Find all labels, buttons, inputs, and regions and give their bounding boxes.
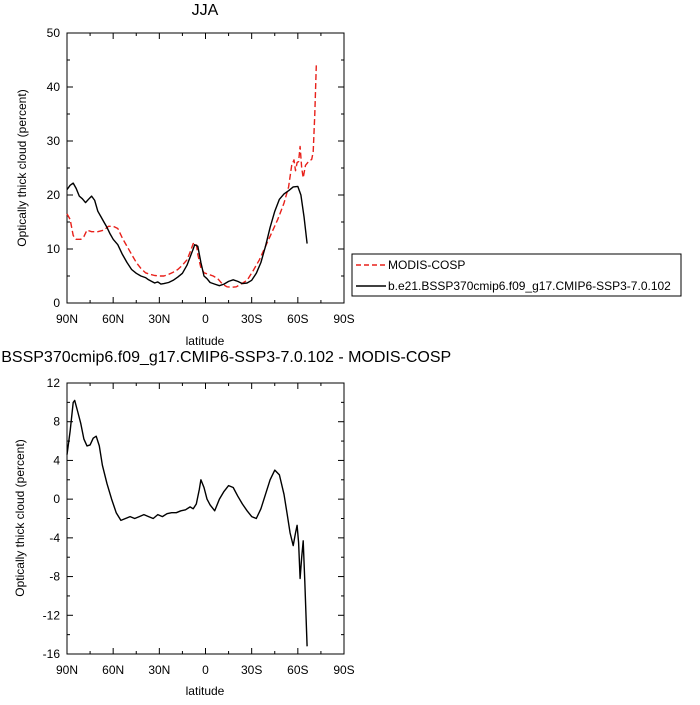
top-x-tick-label: 60S [287,312,308,326]
bottom-y-tick-label: -8 [49,570,60,584]
top-y-tick-label: 30 [47,134,61,148]
top-y-tick-label: 50 [47,26,61,40]
bottom-x-tick-label: 60N [102,663,124,677]
top-series-group [66,65,317,288]
bottom-y-tick-label: 4 [53,453,60,467]
top-y-axis-label: Optically thick cloud (percent) [15,89,29,246]
top-plot-frame [66,32,345,304]
legend-label-modis-cosp: MODIS-COSP [388,258,465,272]
bottom-plot-frame [66,382,345,655]
top-y-tick-label: 40 [47,80,61,94]
legend-box [351,253,682,297]
bottom-x-tick-label: 30N [148,663,170,677]
bottom-series-group [66,399,308,647]
bottom-x-tick-label: 0 [202,663,209,677]
bottom-series-line-difference [66,399,308,647]
top-series-line-b-e21-bssp370cmip6-f09-g17-cmi [66,182,308,287]
bottom-y-axis-label: Optically thick cloud (percent) [13,439,27,596]
top-axis-ticks: 90N 60N 30N 0 30S 60S 90S 0 10 20 30 40 50 [47,26,355,326]
legend-label-model: b.e21.BSSP370cmip6.f09_g17.CMIP6-SSP3-7.… [388,279,671,293]
top-x-tick-label: 0 [202,312,209,326]
bottom-y-tick-label: 8 [53,415,60,429]
top-x-tick-label: 30N [148,312,170,326]
top-x-tick-label: 60N [102,312,124,326]
bottom-y-tick-label: -12 [43,608,61,622]
bottom-x-tick-label: 30S [241,663,262,677]
top-x-tick-label: 90S [333,312,354,326]
legend: MODIS-COSP b.e21.BSSP370cmip6.f09_g17.CM… [351,253,682,297]
bottom-x-tick-label: 60S [287,663,308,677]
bottom-x-tick-label: 90S [333,663,354,677]
top-x-axis-label: latitude [186,334,225,348]
top-chart-title: JJA [192,2,219,19]
bottom-y-tick-label: 0 [53,492,60,506]
bottom-y-tick-label: -4 [49,531,60,545]
bottom-chart-title: .BSSP370cmip6.f09_g17.CMIP6-SSP3-7.0.102… [0,349,451,366]
top-x-tick-label: 30S [241,312,262,326]
bottom-axis-ticks: 90N 60N 30N 0 30S 60S 90S -16 -12 -8 -4 0 4 8 12 [43,376,355,677]
top-y-tick-label: 20 [47,188,61,202]
bottom-x-axis-label: latitude [186,684,225,698]
top-y-tick-label: 0 [53,296,60,310]
top-x-tick-label: 90N [56,312,78,326]
bottom-y-tick-label: -16 [43,647,61,661]
bottom-y-tick-label: 12 [47,376,61,390]
bottom-x-tick-label: 90N [56,663,78,677]
top-y-tick-label: 10 [47,242,61,256]
